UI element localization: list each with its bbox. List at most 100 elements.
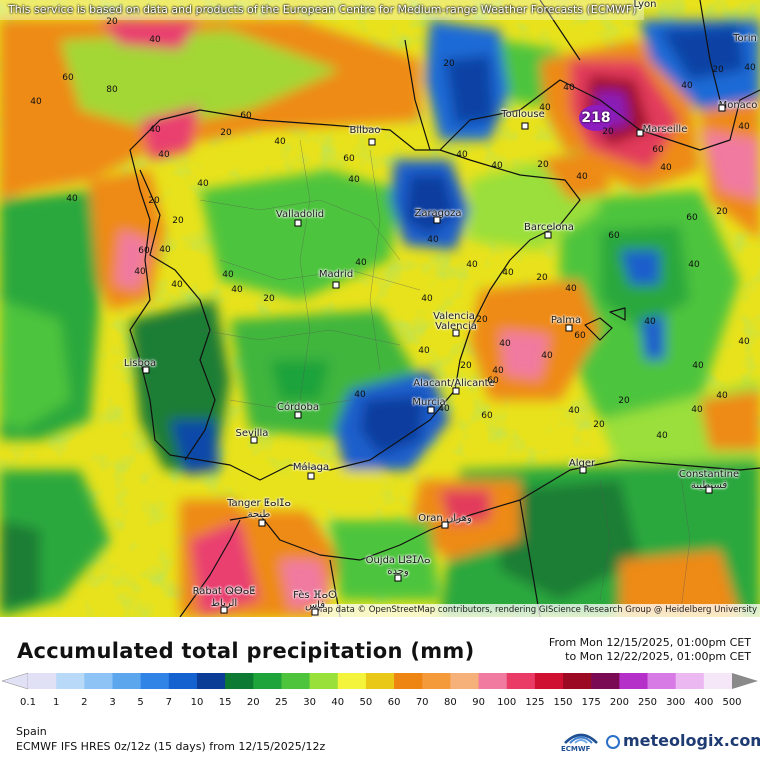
provider-logo-text[interactable]: meteologix.com <box>623 731 760 750</box>
city-label: Constantine <box>678 469 740 480</box>
contour-label: 40 <box>644 317 656 327</box>
contour-label: 60 <box>652 145 664 155</box>
scale-tick-label: 0.1 <box>20 697 36 708</box>
city-marker <box>307 472 315 480</box>
scale-tick-label: 7 <box>165 697 172 708</box>
map-credit[interactable]: Map data © OpenStreetMap contributors, r… <box>312 604 760 617</box>
city-label: Valladolid <box>275 209 325 220</box>
scale-tick-label: 90 <box>472 697 485 708</box>
city-label: Rabat ⵕⴱⴰⵟ <box>192 586 256 597</box>
contour-label: 40 <box>499 339 511 349</box>
scale-swatch <box>647 673 677 689</box>
contour-label: 40 <box>197 179 209 189</box>
scale-tick-label: 400 <box>694 697 714 708</box>
contour-label: 40 <box>66 194 78 204</box>
scale-swatch <box>478 673 508 689</box>
city-label: Barcelona <box>524 222 574 233</box>
period-from: From Mon 12/15/2025, 01:00pm CET <box>548 636 751 649</box>
city-marker <box>294 411 302 419</box>
peak-value-label: 218 <box>579 105 613 131</box>
precipitation-map[interactable]: This service is based on data and produc… <box>0 0 760 617</box>
city-marker <box>452 387 460 395</box>
scale-swatch <box>394 673 423 689</box>
scale-swatch <box>619 673 649 689</box>
contour-label: 40 <box>222 270 234 280</box>
scale-swatch <box>534 673 564 689</box>
contour-label: 20 <box>593 420 605 430</box>
scale-swatch <box>281 673 311 689</box>
contour-label: 40 <box>692 361 704 371</box>
scale-tick-label: 2 <box>81 697 88 708</box>
scale-arrow-high <box>732 673 758 689</box>
contour-label: 80 <box>106 85 118 95</box>
scale-tick-label: 15 <box>218 697 232 708</box>
contour-label: 40 <box>502 268 514 278</box>
contour-label: 20 <box>148 196 160 206</box>
city-label: Marseille <box>642 124 688 135</box>
city-marker <box>718 104 726 112</box>
contour-label: 20 <box>716 207 728 217</box>
contour-label: 40 <box>565 284 577 294</box>
scale-swatch <box>112 673 142 689</box>
contour-label: 40 <box>134 267 146 277</box>
contour-label: 40 <box>354 390 366 400</box>
scale-swatch <box>563 673 592 689</box>
scale-tick-label: 80 <box>444 697 457 708</box>
contour-label: 40 <box>539 103 551 113</box>
contour-label: 60 <box>138 246 150 256</box>
city-marker <box>368 138 376 146</box>
scale-swatch <box>140 673 170 689</box>
contour-label: 40 <box>541 351 553 361</box>
scale-swatch <box>422 673 451 689</box>
city-label: Oran وهران <box>418 513 472 524</box>
contour-label: 40 <box>568 406 580 416</box>
legend-title: Accumulated total precipitation (mm) <box>17 639 475 663</box>
city-marker <box>294 219 302 227</box>
city-label: Murcia <box>412 397 446 408</box>
city-label: Alacant/Alicante <box>413 378 495 389</box>
city-marker <box>441 521 449 529</box>
contour-label: 40 <box>681 81 693 91</box>
scale-swatch <box>309 673 339 689</box>
scale-tick-label: 500 <box>722 697 742 708</box>
contour-label: 60 <box>481 411 493 421</box>
precipitation-field <box>0 0 760 617</box>
contour-label: 60 <box>240 111 252 121</box>
city-label: Lisboa <box>123 358 157 369</box>
scale-swatch <box>365 673 395 689</box>
period-to: to Mon 12/22/2025, 01:00pm CET <box>565 650 751 663</box>
contour-label: 40 <box>576 172 588 182</box>
city-label: الرباط <box>210 598 238 609</box>
scale-swatch <box>56 673 85 689</box>
contour-label: 40 <box>738 337 750 347</box>
scale-swatch <box>506 673 536 689</box>
contour-label: 40 <box>418 346 430 356</box>
city-label: Málaga <box>292 462 330 473</box>
contour-label: 40 <box>466 260 478 270</box>
contour-label: 60 <box>686 213 698 223</box>
scale-swatch <box>591 673 620 689</box>
city-marker <box>565 324 573 332</box>
contour-label: 40 <box>158 150 170 160</box>
scale-tick-label: 60 <box>387 697 401 708</box>
contour-label: 20 <box>476 315 488 325</box>
contour-label: 60 <box>608 231 620 241</box>
city-label: Monaco <box>718 100 758 111</box>
contour-label: 40 <box>438 404 450 414</box>
scale-swatch <box>196 673 226 689</box>
contour-label: 20 <box>263 294 275 304</box>
contour-label: 60 <box>574 331 586 341</box>
scale-swatch <box>225 673 254 689</box>
contour-label: 20 <box>443 59 455 69</box>
contour-label: 40 <box>171 280 183 290</box>
city-label: Tanger ⵟⴰⵏⵊⴰ <box>227 498 291 509</box>
scale-tick-label: 150 <box>553 697 573 708</box>
ecmwf-logo-icon[interactable] <box>561 727 601 755</box>
contour-label: 20 <box>536 273 548 283</box>
contour-label: 20 <box>618 396 630 406</box>
contour-label: 40 <box>491 161 503 171</box>
scale-swatch <box>253 673 282 689</box>
contour-label: 20 <box>602 127 614 137</box>
city-label: Toulouse <box>501 109 545 120</box>
scale-tick-label: 175 <box>581 697 601 708</box>
